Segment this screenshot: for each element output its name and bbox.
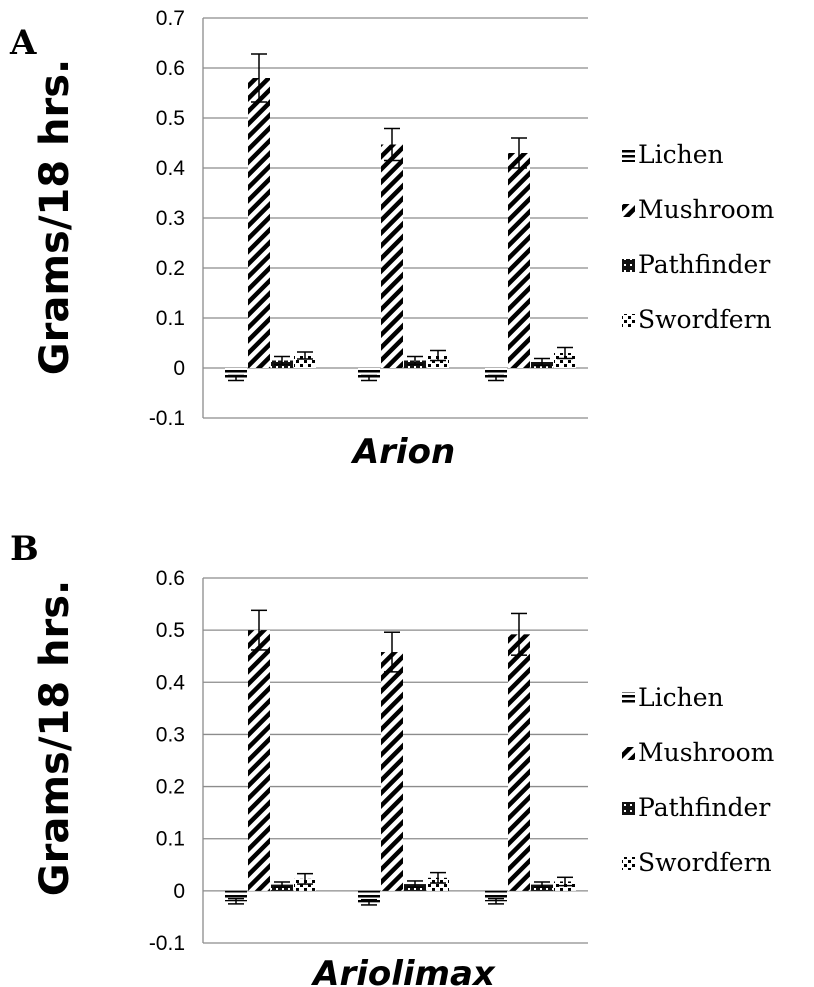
error-bar-mushroom bbox=[511, 137, 527, 169]
y-axis-label-b: Grams/18 hrs. bbox=[32, 580, 78, 896]
bar-mushroom bbox=[248, 78, 270, 368]
y-tick-label: 0 bbox=[173, 880, 185, 903]
panel-label-b: B bbox=[10, 529, 39, 569]
legend-label-pathfinder: Pathfinder bbox=[638, 250, 770, 279]
legend-label-swordfern: Swordfern bbox=[638, 848, 772, 877]
legend-item-lichen: Lichen bbox=[622, 140, 724, 169]
legend-swatch-pathfinder bbox=[622, 259, 635, 272]
x-axis-label-a: Arion bbox=[350, 432, 455, 472]
error-bar-pathfinder bbox=[274, 355, 290, 366]
legend-label-mushroom: Mushroom bbox=[638, 738, 775, 767]
y-tick-label: 0.6 bbox=[156, 57, 185, 80]
legend-swatch-swordfern bbox=[622, 857, 635, 870]
bars-a bbox=[225, 78, 576, 378]
bar-swordfern bbox=[294, 878, 316, 891]
legend-swatch-lichen bbox=[622, 149, 635, 162]
chart-panel-a: A 0.7 0.6 0.5 0.4 0.3 0.2 0.1 0 -0.1 Lichen Mushr… bbox=[9, 7, 775, 472]
bar-lichen bbox=[225, 890, 247, 902]
error-bar-pathfinder bbox=[274, 881, 290, 888]
bar-mushroom bbox=[381, 144, 403, 368]
legend-label-lichen: Lichen bbox=[638, 683, 724, 712]
error-bar-lichen bbox=[488, 374, 504, 382]
legend-item-pathfinder: Pathfinder bbox=[622, 793, 770, 822]
y-tick-labels-b: 0.6 0.5 0.4 0.3 0.2 0.1 0 -0.1 bbox=[149, 567, 185, 955]
legend-b: Lichen Mushroom Pathfinder Swordfern bbox=[622, 683, 775, 877]
legend-a: Lichen Mushroom Pathfinder Swordfern bbox=[622, 140, 775, 334]
bar-swordfern bbox=[554, 353, 576, 368]
bar-mushroom bbox=[381, 652, 403, 891]
error-bars-a bbox=[228, 53, 573, 382]
y-tick-label: 0.5 bbox=[156, 619, 185, 642]
y-tick-label: 0.4 bbox=[156, 157, 186, 180]
error-bar-pathfinder bbox=[407, 355, 423, 366]
x-axis-label-b: Ariolimax bbox=[310, 954, 496, 987]
error-bar-lichen bbox=[361, 374, 377, 382]
legend-item-pathfinder: Pathfinder bbox=[622, 250, 770, 279]
error-bar-swordfern bbox=[430, 871, 446, 884]
error-bar-lichen bbox=[228, 897, 244, 905]
y-tick-label: 0.5 bbox=[156, 107, 185, 130]
y-tick-label: 0.7 bbox=[156, 7, 185, 30]
error-bar-pathfinder bbox=[407, 880, 423, 888]
y-tick-label: 0.3 bbox=[156, 207, 185, 230]
legend-label-mushroom: Mushroom bbox=[638, 195, 775, 224]
y-axis-label-a: Grams/18 hrs. bbox=[32, 59, 78, 375]
error-bar-mushroom bbox=[251, 609, 267, 651]
legend-swatch-lichen bbox=[622, 692, 635, 705]
legend-item-swordfern: Swordfern bbox=[622, 848, 772, 877]
y-tick-label: 0.1 bbox=[156, 307, 185, 330]
legend-swatch-swordfern bbox=[622, 314, 635, 327]
error-bar-mushroom bbox=[384, 127, 400, 162]
y-tick-label: -0.1 bbox=[149, 932, 185, 955]
bar-mushroom bbox=[508, 634, 530, 891]
bar-swordfern bbox=[427, 355, 449, 368]
error-bar-lichen bbox=[228, 374, 244, 382]
legend-item-swordfern: Swordfern bbox=[622, 305, 772, 334]
legend-label-lichen: Lichen bbox=[638, 140, 724, 169]
error-bar-lichen bbox=[488, 897, 504, 905]
error-bar-mushroom bbox=[384, 631, 400, 673]
bar-lichen bbox=[485, 890, 507, 902]
error-bar-lichen bbox=[361, 898, 377, 906]
legend-item-lichen: Lichen bbox=[622, 683, 724, 712]
error-bar-mushroom bbox=[251, 53, 267, 103]
panel-label-a: A bbox=[9, 23, 37, 63]
bar-lichen bbox=[225, 368, 247, 378]
error-bars-b bbox=[228, 609, 573, 906]
legend-item-mushroom: Mushroom bbox=[622, 738, 775, 767]
y-tick-label: 0.4 bbox=[156, 671, 186, 694]
bar-lichen bbox=[358, 890, 380, 903]
bars-b bbox=[225, 630, 576, 903]
bar-lichen bbox=[358, 368, 380, 378]
bar-lichen bbox=[485, 368, 507, 378]
y-tick-label: 0.2 bbox=[156, 257, 185, 280]
legend-item-mushroom: Mushroom bbox=[622, 195, 775, 224]
legend-label-pathfinder: Pathfinder bbox=[638, 793, 770, 822]
error-bar-swordfern bbox=[557, 876, 573, 887]
y-tick-labels-a: 0.7 0.6 0.5 0.4 0.3 0.2 0.1 0 -0.1 bbox=[149, 7, 185, 430]
error-bar-pathfinder bbox=[534, 357, 550, 367]
y-tick-label: 0.2 bbox=[156, 776, 185, 799]
error-bar-swordfern bbox=[557, 346, 573, 360]
error-bar-pathfinder bbox=[534, 881, 550, 888]
error-bar-swordfern bbox=[430, 349, 446, 362]
bar-swordfern bbox=[427, 877, 449, 891]
error-bar-swordfern bbox=[297, 351, 313, 360]
bar-mushroom bbox=[508, 153, 530, 368]
error-bar-swordfern bbox=[297, 872, 313, 885]
y-tick-label: 0.1 bbox=[156, 828, 185, 851]
y-tick-label: -0.1 bbox=[149, 407, 185, 430]
error-bar-mushroom bbox=[511, 612, 527, 656]
chart-panel-b: B 0.6 0.5 0.4 0.3 0.2 0.1 0 -0.1 Lichen Mushroom… bbox=[10, 529, 775, 987]
legend-label-swordfern: Swordfern bbox=[638, 305, 772, 334]
legend-swatch-pathfinder bbox=[622, 802, 635, 815]
legend-swatch-mushroom bbox=[622, 204, 635, 217]
legend-swatch-mushroom bbox=[622, 747, 635, 760]
bar-mushroom bbox=[248, 630, 270, 891]
y-tick-label: 0.3 bbox=[156, 723, 185, 746]
y-tick-label: 0.6 bbox=[156, 567, 185, 590]
y-tick-label: 0 bbox=[173, 357, 185, 380]
